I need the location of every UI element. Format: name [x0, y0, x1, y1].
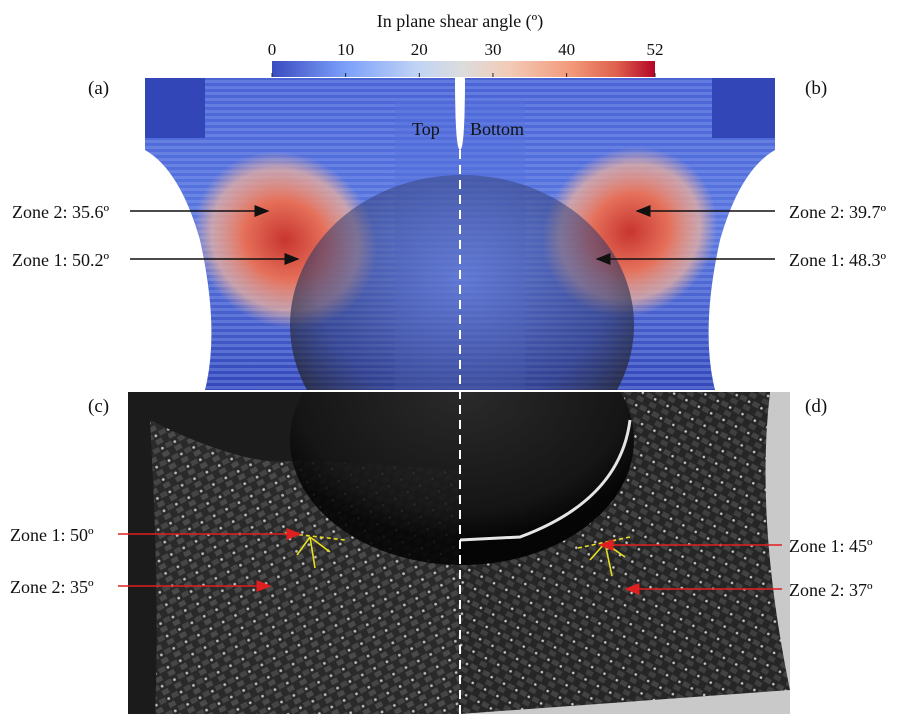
panel-label-a: (a) — [88, 78, 109, 99]
colorbar-tick-label: 52 — [647, 40, 664, 59]
colorbar-ticks: 0 10 20 30 40 52 — [268, 40, 664, 77]
annotation-d-zone1: Zone 1: 45º — [789, 536, 873, 556]
punch-right — [460, 392, 634, 565]
annotation-d-zone2: Zone 2: 37º — [789, 580, 873, 600]
annotations-experiment: Zone 1: 50º Zone 2: 35º Zone 1: 45º Zone… — [10, 525, 873, 600]
hemisphere-punch-outline — [290, 175, 634, 390]
annotation-b-zone2: Zone 2: 39.7º — [789, 202, 886, 222]
annotation-b-zone1: Zone 1: 48.3º — [789, 250, 886, 270]
colorbar-tick-label: 10 — [337, 40, 354, 59]
colorbar-tick-label: 40 — [558, 40, 575, 59]
punch-left — [290, 392, 460, 565]
experiment-photo-left — [128, 392, 460, 714]
colorbar-gradient — [272, 61, 655, 77]
experiment-photo-right — [460, 392, 790, 714]
colorbar-tick-label: 30 — [484, 40, 501, 59]
measurement-marks-left — [284, 532, 346, 569]
colorbar-tick-label: 0 — [268, 40, 277, 59]
annotation-a-zone1: Zone 1: 50.2º — [12, 250, 109, 270]
colorbar-tick-label: 20 — [411, 40, 428, 59]
colorbar-title: In plane shear angle (º) — [377, 11, 544, 32]
colorbar: In plane shear angle (º) 0 10 20 30 40 52 — [268, 11, 664, 77]
panel-label-c: (c) — [88, 396, 109, 417]
side-title-bottom: Bottom — [470, 119, 524, 139]
annotations-simulation: Zone 2: 35.6º Zone 1: 50.2º Zone 2: 39.7… — [12, 202, 886, 270]
side-title-top: Top — [412, 119, 440, 139]
annotation-c-zone1: Zone 1: 50º — [10, 525, 94, 545]
annotation-a-zone2: Zone 2: 35.6º — [12, 202, 109, 222]
panel-label-d: (d) — [805, 396, 827, 417]
annotation-c-zone2: Zone 2: 35º — [10, 577, 94, 597]
panel-label-b: (b) — [805, 78, 827, 99]
